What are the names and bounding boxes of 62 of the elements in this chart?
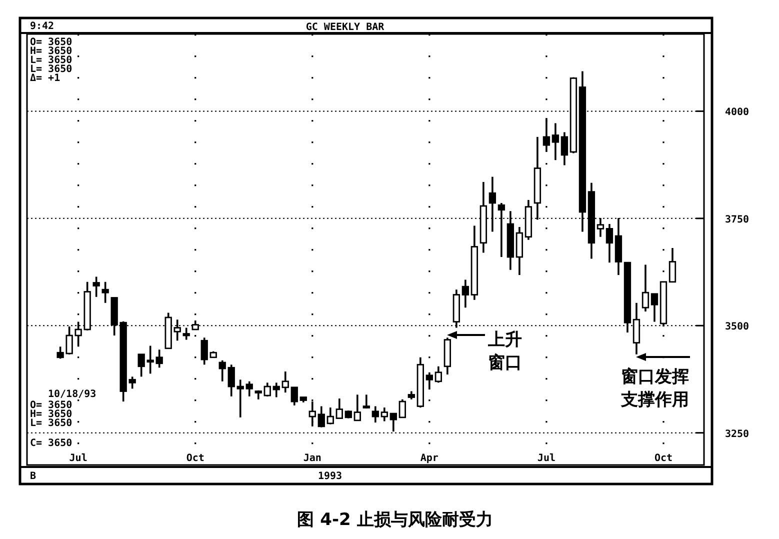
candlestick [650,292,658,323]
candlestick [200,336,208,366]
candlestick [318,405,325,428]
x-tick-label: Oct [186,453,204,464]
candlestick [92,276,100,298]
candlestick [290,386,298,406]
annotation: C= 3650 [30,438,72,449]
annotation: H= 3650 [30,46,72,57]
candlestick [372,405,379,424]
candlestick [426,371,433,390]
x-tick-label: Jul [69,453,88,464]
annotation: 上升窗口 [487,330,522,373]
candlestick [398,398,406,418]
y-tick-label: 4000 [724,107,750,118]
text: 9:42 [30,21,54,32]
candlestick [146,344,154,375]
candlestick [336,398,343,420]
candlestick [236,378,244,418]
annotation: 10/18/93 [48,389,96,400]
candlestick [272,382,280,398]
annotation: H= 3650 [30,409,72,420]
annotation: L= 3650 [30,418,72,429]
x-tick-label: Jan [303,453,322,464]
y-tick-label: 3750 [724,214,750,226]
chart-title: GC WEEKLY BAR [306,22,386,33]
candlestick [668,247,676,283]
candlestick [542,117,550,153]
candlestick [128,376,136,390]
candlestick [282,370,289,394]
candlestick [642,264,650,312]
annotation: Δ= +1 [30,73,60,84]
candlestick [218,359,226,382]
y-tick-label: 3500 [724,322,750,333]
annotation: 窗口发挥支撑作用 [620,367,689,410]
candlestick [354,394,361,422]
annotation: O= 3650 [30,37,72,48]
candlestick [434,365,442,384]
candlestick [182,326,190,341]
candlestick [380,406,388,422]
annotation: L= 3650 [30,64,72,75]
candlestick [228,364,235,398]
candlestick [390,412,397,432]
annotation: L= 3650 [30,55,72,66]
annotation: O= 3650 [30,400,72,411]
candlestick [156,348,163,369]
candlestick [326,406,334,426]
text: 1993 [318,471,342,482]
x-tick-label: Jul [537,453,556,464]
candlestick [560,131,568,166]
candlestick [138,353,145,378]
candlestick [552,122,560,161]
y-tick-label: 3250 [724,428,750,440]
x-tick-label: Apr [420,453,438,464]
candlestick [102,280,109,304]
text: B [30,471,36,482]
candlestick [462,278,470,309]
candlestick [606,223,614,264]
candlestick [362,394,370,410]
candlestick [264,382,271,398]
x-tick-label: Oct [654,453,673,464]
caption: 图 4-2 止损与风险耐受力 [297,510,493,530]
candlestick [246,380,253,398]
